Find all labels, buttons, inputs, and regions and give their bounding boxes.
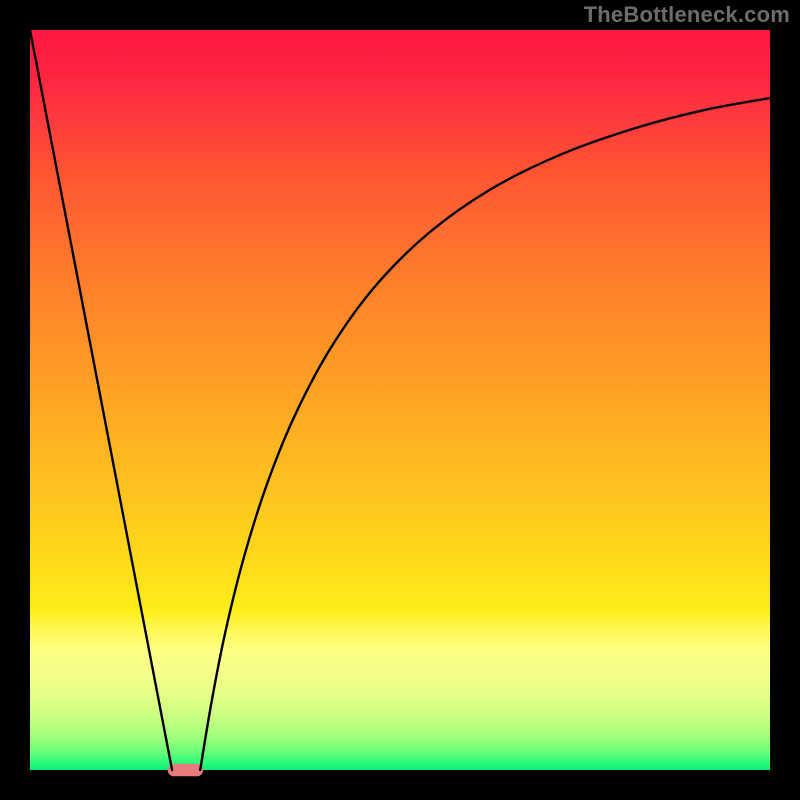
watermark-text: TheBottleneck.com [584, 2, 790, 28]
chart-svg [0, 0, 800, 800]
chart-background [30, 30, 770, 770]
bottleneck-chart-image: TheBottleneck.com [0, 0, 800, 800]
